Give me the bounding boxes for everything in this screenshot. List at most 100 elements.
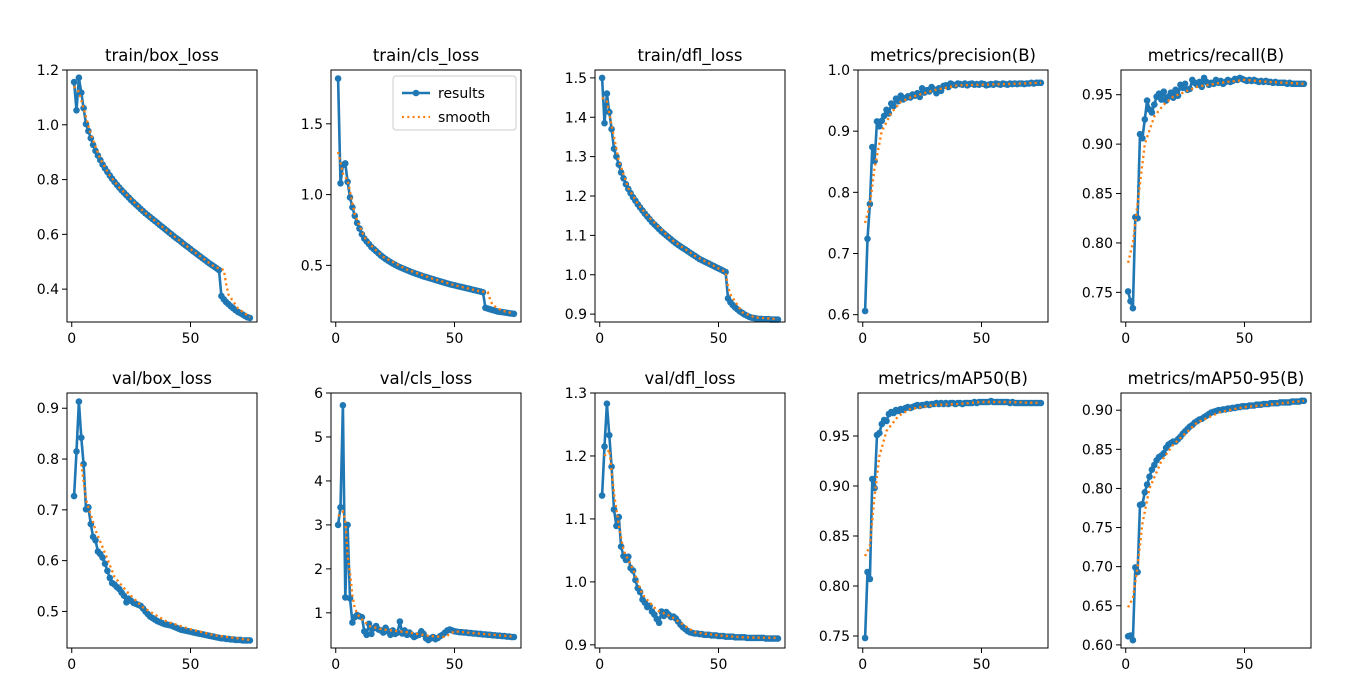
y-tick-label: 1.3 bbox=[565, 386, 587, 402]
x-tick-label: 0 bbox=[331, 657, 340, 673]
y-tick-label: 0.7 bbox=[37, 503, 59, 519]
y-tick-label: 0.8 bbox=[37, 173, 59, 189]
y-tick-label: 0.9 bbox=[37, 401, 59, 417]
data-point bbox=[774, 635, 782, 642]
data-point bbox=[861, 307, 869, 315]
data-point bbox=[1151, 101, 1158, 108]
y-tick-label: 0.90 bbox=[1082, 403, 1113, 419]
y-tick-label: 0.5 bbox=[301, 258, 323, 274]
data-point bbox=[73, 448, 80, 455]
y-tick-label: 0.70 bbox=[1082, 560, 1113, 576]
data-point bbox=[629, 567, 637, 574]
data-point bbox=[246, 314, 254, 322]
data-point bbox=[1129, 304, 1137, 312]
y-tick-label: 0.7 bbox=[828, 246, 850, 262]
data-point bbox=[368, 630, 375, 638]
data-point bbox=[873, 118, 881, 125]
data-point bbox=[615, 161, 623, 168]
data-point bbox=[861, 634, 869, 642]
data-point bbox=[890, 102, 897, 110]
panel-val-dfl-loss: val/dfl_loss 0 50 0.9 1.0 1.1 1.2 1.3 bbox=[565, 369, 786, 673]
data-point bbox=[92, 537, 99, 544]
series-line-smooth bbox=[864, 400, 1041, 557]
data-point bbox=[625, 553, 632, 560]
data-point bbox=[608, 125, 615, 133]
data-point bbox=[99, 554, 106, 561]
x-tick-label: 50 bbox=[446, 331, 464, 347]
x-tick-label: 0 bbox=[67, 331, 76, 347]
data-point bbox=[617, 543, 625, 550]
legend: results smooth bbox=[392, 75, 517, 131]
data-point bbox=[1141, 489, 1149, 496]
data-point bbox=[1160, 88, 1168, 95]
x-tick-label: 50 bbox=[446, 657, 464, 673]
axes-frame bbox=[594, 69, 786, 323]
data-point bbox=[70, 492, 78, 500]
x-tick-label: 50 bbox=[182, 657, 200, 673]
data-point bbox=[601, 443, 608, 450]
data-point bbox=[1181, 80, 1189, 88]
series-line-results bbox=[72, 76, 251, 320]
data-point bbox=[655, 619, 663, 627]
x-tick-label: 0 bbox=[1121, 657, 1130, 673]
series-line-results bbox=[863, 81, 1041, 312]
x-tick-label: 50 bbox=[973, 657, 991, 673]
x-tick-label: 50 bbox=[973, 331, 991, 347]
data-point bbox=[878, 117, 886, 125]
y-tick-label: 1.0 bbox=[37, 118, 59, 134]
axes-frame bbox=[1120, 69, 1312, 323]
data-point bbox=[636, 588, 644, 596]
data-point bbox=[104, 567, 111, 575]
y-tick-label: 0.8 bbox=[37, 452, 59, 468]
data-point bbox=[603, 400, 611, 408]
data-point bbox=[73, 107, 80, 114]
y-tick-label: 0.95 bbox=[819, 429, 850, 445]
panel-val-cls-loss: val/cls_loss 0 50 1 2 3 4 5 6 bbox=[314, 369, 522, 673]
data-point bbox=[864, 235, 871, 243]
data-point bbox=[1129, 636, 1137, 644]
data-point bbox=[1139, 500, 1146, 508]
x-tick-label: 0 bbox=[595, 331, 604, 347]
y-tick-label: 4 bbox=[314, 474, 323, 490]
data-point bbox=[1300, 80, 1308, 88]
legend-label-smooth: smooth bbox=[438, 110, 490, 126]
axes-frame bbox=[857, 69, 1049, 323]
x-tick-label: 0 bbox=[858, 657, 867, 673]
data-point bbox=[510, 310, 518, 318]
series-line-smooth-overlay bbox=[1127, 78, 1304, 263]
data-point bbox=[1196, 78, 1203, 86]
y-tick-label: 0.85 bbox=[1082, 442, 1113, 458]
series-line-results bbox=[72, 400, 250, 642]
data-point bbox=[883, 417, 890, 425]
y-tick-label: 0.9 bbox=[565, 638, 587, 654]
data-point bbox=[120, 592, 128, 599]
y-tick-label: 1 bbox=[314, 606, 323, 622]
series-line-results bbox=[600, 402, 778, 640]
panel-train-cls-loss: train/cls_loss 0 50 0.5 1.0 1.5 results smooth bbox=[301, 46, 522, 347]
data-point bbox=[598, 492, 606, 499]
series-line-smooth-overlay bbox=[864, 400, 1041, 557]
panel-val-box-loss: val/box_loss 0 50 0.5 0.6 0.7 0.8 0.9 bbox=[37, 369, 258, 673]
data-point bbox=[87, 134, 95, 142]
data-point bbox=[339, 402, 347, 409]
panel-title: metrics/recall(B) bbox=[1148, 46, 1284, 65]
series-line-results bbox=[1127, 399, 1304, 642]
axes-frame bbox=[594, 392, 786, 649]
y-tick-label: 0.95 bbox=[1082, 88, 1113, 104]
x-tick-label: 50 bbox=[1236, 331, 1254, 347]
data-point bbox=[337, 504, 344, 511]
data-point bbox=[510, 633, 518, 641]
data-point bbox=[615, 513, 623, 521]
data-point bbox=[1146, 473, 1153, 481]
series-line-smooth-overlay bbox=[73, 85, 251, 318]
series-line-smooth-overlay bbox=[603, 446, 778, 639]
axes-frame bbox=[857, 392, 1049, 649]
y-tick-label: 0.85 bbox=[1082, 187, 1113, 203]
data-point bbox=[598, 74, 606, 82]
data-point bbox=[80, 460, 87, 468]
y-tick-label: 1.2 bbox=[565, 449, 587, 465]
x-tick-label: 50 bbox=[1236, 657, 1254, 673]
series-line-smooth-overlay bbox=[337, 151, 515, 315]
data-point bbox=[351, 212, 359, 220]
data-point bbox=[75, 74, 83, 81]
